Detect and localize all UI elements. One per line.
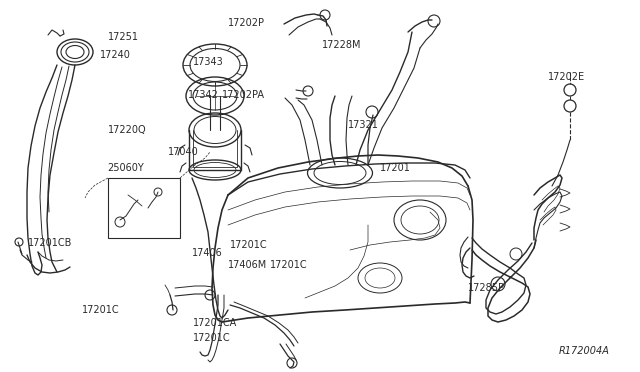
- Text: 17201CB: 17201CB: [28, 238, 72, 248]
- Text: 17343: 17343: [193, 57, 224, 67]
- Text: 17202PA: 17202PA: [222, 90, 265, 100]
- Text: 17240: 17240: [100, 50, 131, 60]
- Text: 17201C: 17201C: [82, 305, 120, 315]
- Text: R172004A: R172004A: [559, 346, 610, 356]
- Bar: [108, 178, 180, 238]
- Text: 17201CA: 17201CA: [193, 318, 237, 328]
- Text: 17342: 17342: [188, 90, 219, 100]
- Text: 17202P: 17202P: [228, 18, 265, 28]
- Text: 17321: 17321: [348, 120, 379, 130]
- Text: 17285P: 17285P: [468, 283, 505, 293]
- Text: 17228M: 17228M: [322, 40, 362, 50]
- Text: 17201C: 17201C: [193, 333, 230, 343]
- Text: 17406M: 17406M: [228, 260, 268, 270]
- Text: 17201C: 17201C: [230, 240, 268, 250]
- Text: 17202E: 17202E: [548, 72, 585, 82]
- Text: 17201C: 17201C: [270, 260, 308, 270]
- Text: 17220Q: 17220Q: [108, 125, 147, 135]
- Text: 25060Y: 25060Y: [107, 163, 144, 173]
- Text: 17406: 17406: [192, 248, 223, 258]
- Text: 17040: 17040: [168, 147, 199, 157]
- Text: 17251: 17251: [108, 32, 139, 42]
- Text: 17201: 17201: [380, 163, 411, 173]
